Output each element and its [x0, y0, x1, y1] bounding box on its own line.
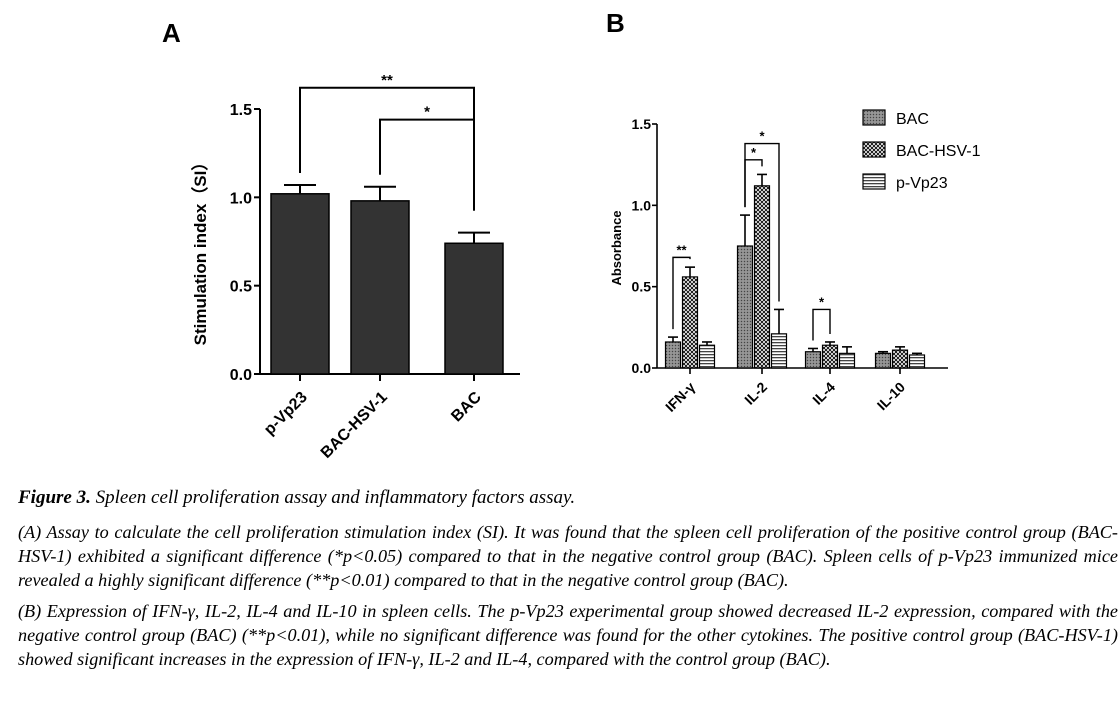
- legend-label: BAC-HSV-1: [896, 143, 981, 160]
- significance-label: **: [381, 72, 393, 89]
- x-tick-label: IL-2: [741, 379, 770, 408]
- significance-label: **: [676, 242, 687, 257]
- y-tick-label: 0.0: [632, 360, 652, 376]
- significance-bracket: [672, 256, 691, 330]
- bar-bac: [874, 352, 892, 369]
- legend-label: BAC: [896, 111, 929, 128]
- caption-panel-b: (B) Expression of IFN-γ, IL-2, IL-4 and …: [18, 601, 1118, 669]
- bar-hsv: [821, 344, 839, 369]
- figure-title: Spleen cell proliferation assay and infl…: [95, 487, 576, 508]
- significance-bracket: [744, 142, 780, 302]
- chart-b: 0.0 0.5 1.0 1.5 Absorbance IFN-γ IL-2 IL-4 IL-10…: [609, 109, 981, 415]
- x-tick-label: IL-4: [809, 379, 838, 408]
- y-tick-label: 1.0: [632, 197, 652, 213]
- x-tick-label: IFN-γ: [662, 379, 698, 415]
- legend-swatch-vp23: [862, 173, 886, 190]
- caption-panel-a: (A) Assay to calculate the cell prolifer…: [18, 522, 1118, 590]
- significance-label: *: [751, 145, 757, 160]
- y-tick-label: 0.5: [632, 279, 652, 295]
- legend-label: p-Vp23: [896, 175, 948, 192]
- bar-hsv: [891, 349, 909, 369]
- panel-a-letter: A: [162, 18, 181, 48]
- bar-bac: [736, 245, 754, 369]
- bar: [350, 200, 410, 375]
- bar-vp23: [698, 344, 716, 369]
- panel-b-letter: B: [606, 8, 625, 38]
- bar: [270, 193, 330, 375]
- x-tick-label: IL-10: [874, 379, 909, 414]
- y-tick-label: 1.0: [230, 190, 252, 207]
- bar-vp23: [908, 354, 926, 369]
- bar-vp23: [838, 352, 856, 369]
- bar-hsv: [753, 185, 771, 369]
- bar-bac: [664, 341, 682, 369]
- significance-bracket: [379, 118, 475, 211]
- significance-label: *: [819, 294, 825, 309]
- legend-swatch-bac: [862, 109, 886, 126]
- bar-bac: [804, 351, 822, 369]
- figure-label: Figure 3.: [18, 487, 91, 508]
- significance-label: *: [759, 129, 765, 144]
- y-axis-label: Absorbance: [609, 210, 624, 285]
- bar-vp23: [770, 333, 788, 369]
- bar-hsv: [681, 276, 699, 369]
- significance-label: *: [424, 104, 430, 121]
- y-axis-label: Stimulation index（SI）: [190, 154, 210, 346]
- y-tick-label: 1.5: [632, 116, 652, 132]
- y-tick-label: 0.0: [230, 367, 252, 384]
- y-tick-label: 1.5: [230, 102, 252, 119]
- legend-swatch-hsv: [862, 141, 886, 158]
- figure-caption-title: Figure 3. Spleen cell proliferation assa…: [18, 487, 1118, 509]
- significance-bracket: [812, 308, 831, 341]
- y-tick-label: 0.5: [230, 279, 252, 296]
